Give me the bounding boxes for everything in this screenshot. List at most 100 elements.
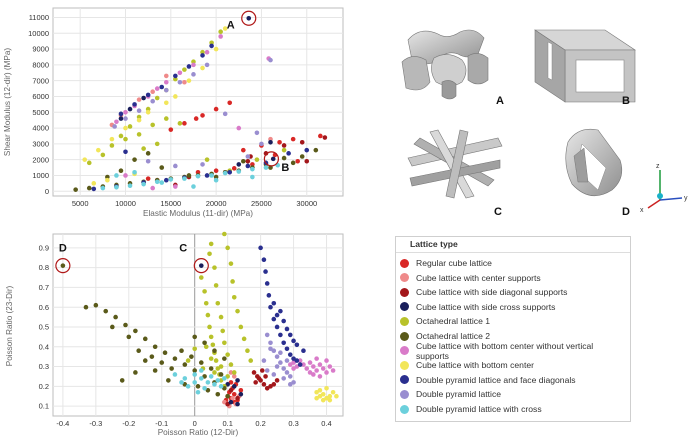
data-point-octahedral-lattice-2 xyxy=(159,360,165,365)
data-point-double-pyramid-lattice-and-face-diagonals xyxy=(268,304,273,310)
triad-y: y xyxy=(684,195,688,202)
data-point-cube-lattice-with-center-supports xyxy=(268,136,273,142)
data-point-cube-lattice-with-bottom-center xyxy=(330,389,336,395)
x-tick-label: 10000 xyxy=(115,199,136,208)
data-point-cube-lattice-with-bottom-center-without-vertical-supports xyxy=(307,360,313,365)
data-point-double-pyramid-lattice-with-cross xyxy=(263,165,269,170)
data-point-octahedral-lattice-1 xyxy=(230,279,235,284)
y-tick-label: 7000 xyxy=(32,76,49,85)
data-point-octahedral-lattice-1 xyxy=(208,241,214,247)
data-point-cube-lattice-with-bottom-center-without-vertical-supports xyxy=(304,366,310,371)
data-point-octahedral-lattice-1 xyxy=(212,370,217,375)
data-point-regular-cube-lattice xyxy=(168,127,174,132)
data-point-octahedral-lattice-2 xyxy=(145,151,151,156)
data-point-cube-lattice-with-bottom-center xyxy=(186,78,192,83)
data-point-cube-lattice-with-center-supports xyxy=(136,97,142,102)
data-point-double-pyramid-lattice xyxy=(204,62,210,68)
data-point-double-pyramid-lattice-with-cross xyxy=(192,380,198,385)
lattice-a-image: A xyxy=(401,29,504,107)
y-tick-label: 6000 xyxy=(32,92,49,101)
legend-swatch xyxy=(400,316,409,326)
data-point-double-pyramid-lattice-with-cross xyxy=(192,372,198,377)
data-point-octahedral-lattice-2 xyxy=(169,366,174,371)
data-point-cube-lattice-with-bottom-center xyxy=(200,65,205,71)
data-point-octahedral-lattice-2 xyxy=(73,187,78,192)
data-point-octahedral-lattice-2 xyxy=(189,354,194,359)
data-point-cube-lattice-with-bottom-center-without-vertical-supports xyxy=(218,34,223,39)
x-axis-label: Poisson Ratio (12-Dir) xyxy=(158,428,239,437)
legend-swatch xyxy=(400,331,409,341)
data-point-cube-lattice-with-bottom-center xyxy=(105,177,110,183)
shear-vs-elastic-chart: 5000 10000 15000 20000 25000 30000 0 1000 2000 30… xyxy=(3,7,344,218)
x-tick-label: -0.4 xyxy=(56,419,69,428)
data-point-double-pyramid-lattice-and-face-diagonals xyxy=(159,84,165,90)
data-point-cube-lattice-with-bottom-center-without-vertical-supports xyxy=(314,368,319,373)
data-point-octahedral-lattice-2 xyxy=(110,324,115,330)
data-point-octahedral-lattice-1 xyxy=(281,147,287,153)
data-point-double-pyramid-lattice-and-face-diagonals xyxy=(132,102,137,107)
data-point-cube-lattice-with-side-cross-supports xyxy=(198,263,204,268)
data-point-octahedral-lattice-1 xyxy=(185,358,191,363)
poisson-ratio-chart: -0.4 -0.3 -0.2 -0.1 0 0.1 0.2 0.3 0.4 0.1 0.2 0.3 0.… xyxy=(5,231,344,437)
y-axis-label: Shear Modulus (12-dir) (MPa) xyxy=(3,48,12,157)
legend-swatch xyxy=(400,375,409,385)
data-point-cube-lattice-with-side-diagonal-supports xyxy=(263,374,268,379)
y-tick-label: 0.8 xyxy=(39,263,49,272)
legend-label: Cube lattice with bottom center xyxy=(416,360,534,371)
data-point-cube-lattice-with-side-cross-supports xyxy=(246,15,252,21)
legend: Lattice type Regular cube lattice Cube la… xyxy=(395,236,631,422)
data-point-double-pyramid-lattice-and-face-diagonals xyxy=(278,332,283,338)
data-point-octahedral-lattice-1 xyxy=(154,95,160,101)
data-point-double-pyramid-lattice-with-cross xyxy=(100,185,106,191)
legend-label: Octahedral lattice 1 xyxy=(416,316,491,327)
lattice-d-image: D xyxy=(565,128,630,218)
data-point-double-pyramid-lattice xyxy=(274,364,280,369)
legend-swatch xyxy=(400,258,409,268)
data-point-octahedral-lattice-2 xyxy=(159,165,165,170)
data-point-octahedral-lattice-1 xyxy=(204,157,210,162)
data-point-cube-lattice-with-bottom-center xyxy=(123,125,128,131)
data-point-cube-lattice-with-bottom-center-without-vertical-supports xyxy=(320,366,326,371)
annotation-label-b: B xyxy=(281,162,289,174)
data-point-regular-cube-lattice xyxy=(227,100,233,106)
y-tick-label: 9000 xyxy=(32,45,49,54)
data-point-cube-lattice-with-side-diagonal-supports xyxy=(304,158,310,164)
data-point-cube-lattice-with-bottom-center xyxy=(317,387,323,393)
data-point-cube-lattice-with-center-supports xyxy=(150,89,155,95)
data-point-octahedral-lattice-2 xyxy=(83,304,89,310)
data-point-octahedral-lattice-1 xyxy=(207,251,212,257)
data-point-octahedral-lattice-1 xyxy=(215,300,221,306)
data-point-octahedral-lattice-1 xyxy=(235,308,240,314)
data-point-double-pyramid-lattice-with-cross xyxy=(168,177,174,182)
data-point-double-pyramid-lattice-and-face-diagonals xyxy=(91,186,97,192)
data-point-double-pyramid-lattice-with-cross xyxy=(213,177,219,183)
data-point-cube-lattice-with-side-cross-supports xyxy=(231,384,237,389)
data-point-double-pyramid-lattice-and-face-diagonals xyxy=(186,64,192,69)
data-point-double-pyramid-lattice-with-cross xyxy=(132,170,137,175)
data-point-cube-lattice-with-bottom-center-without-vertical-supports xyxy=(307,370,313,375)
axis-triad-icon: z y x xyxy=(640,163,688,214)
data-point-cube-lattice-with-bottom-center xyxy=(82,157,88,162)
data-point-double-pyramid-lattice-and-face-diagonals xyxy=(261,257,267,263)
legend-title: Lattice type xyxy=(410,239,458,249)
data-point-cube-lattice-with-bottom-center-without-vertical-supports xyxy=(173,184,178,189)
data-point-octahedral-lattice-1 xyxy=(203,300,209,306)
data-point-octahedral-lattice-1 xyxy=(222,231,227,237)
data-point-double-pyramid-lattice-and-face-diagonals xyxy=(258,245,263,251)
data-point-octahedral-lattice-2 xyxy=(299,154,305,159)
x-tick-label: 20000 xyxy=(206,199,227,208)
data-point-double-pyramid-lattice-and-face-diagonals xyxy=(209,43,214,49)
data-point-cube-lattice-with-bottom-center xyxy=(334,393,339,399)
data-point-cube-lattice-with-bottom-center xyxy=(163,100,169,106)
legend-item: Double pyramid lattice with cross xyxy=(400,402,628,416)
data-point-octahedral-lattice-2 xyxy=(166,378,171,383)
data-point-octahedral-lattice-2 xyxy=(186,173,192,178)
data-point-double-pyramid-lattice-with-cross xyxy=(195,389,201,395)
data-point-octahedral-lattice-1 xyxy=(248,358,254,363)
lattice-label-b: B xyxy=(622,95,630,107)
legend-item: Double pyramid lattice and face diagonal… xyxy=(400,373,628,387)
data-point-octahedral-lattice-2 xyxy=(202,340,207,346)
data-point-double-pyramid-lattice-with-cross xyxy=(114,173,119,178)
legend-item: Cube lattice with bottom center xyxy=(400,358,628,372)
data-point-octahedral-lattice-1 xyxy=(213,283,219,288)
